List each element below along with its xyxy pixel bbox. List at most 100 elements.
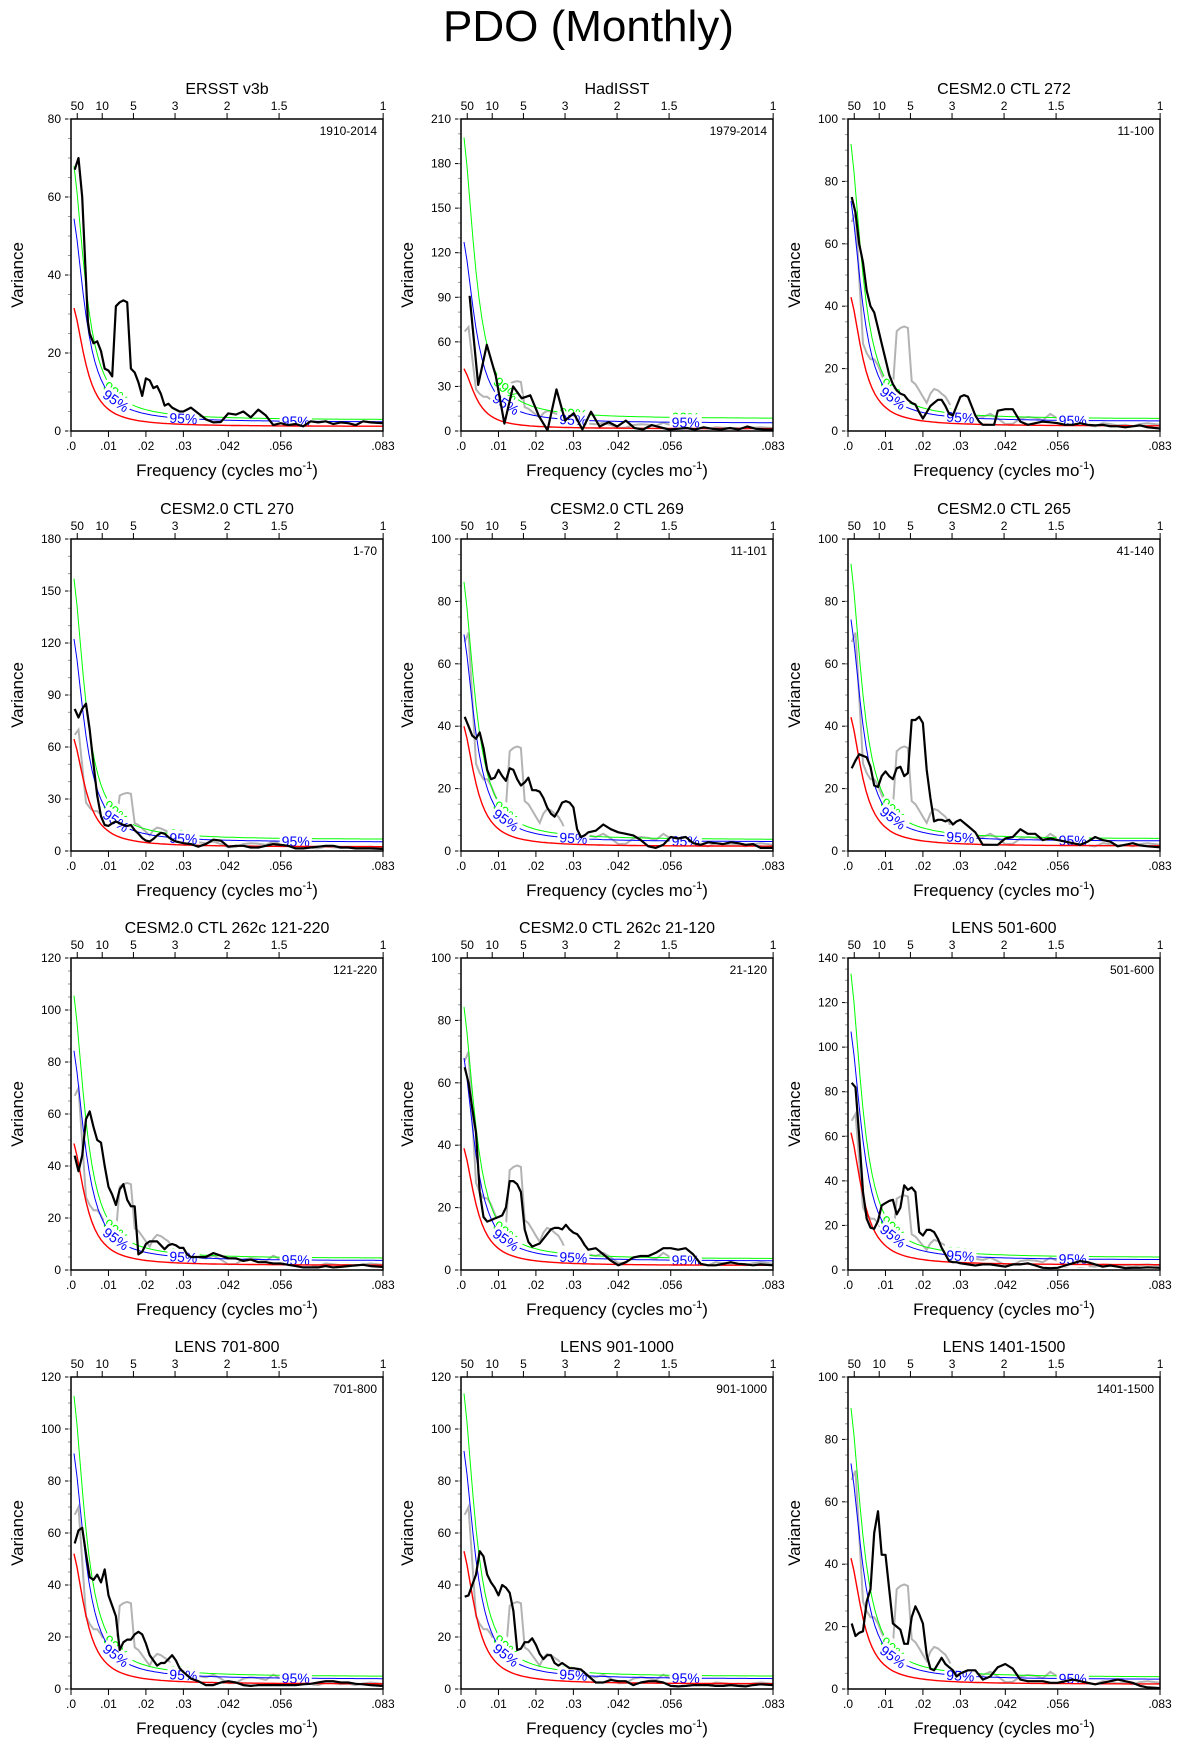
y-tick-label: 20 <box>825 1218 839 1232</box>
x-axis-label: Frequency (cycles mo-1) <box>913 460 1095 480</box>
y-tick-label: 0 <box>54 424 61 438</box>
top-tick-label: 3 <box>172 938 179 952</box>
y-tick-label: 100 <box>818 1370 838 1384</box>
x-tick-label: .01 <box>877 439 894 453</box>
plot-area: 99%99%99%95%95%95% <box>73 1395 383 1687</box>
y-tick-label: 120 <box>41 951 61 965</box>
plot-frame <box>70 957 384 1271</box>
spectrum-line <box>463 1066 773 1267</box>
red-noise-line <box>73 1553 383 1685</box>
x-axis: .0 .01 .02 .03 .042 .056 .083 <box>843 431 1172 453</box>
top-tick-label: 1.5 <box>271 1357 288 1371</box>
top-tick-label: 1 <box>1157 99 1164 113</box>
y-tick-label: 180 <box>431 157 451 171</box>
period-label: 901-1000 <box>716 1382 767 1396</box>
x-tick-label: .042 <box>607 439 631 453</box>
x-tick-label: .056 <box>659 859 683 873</box>
line-label-mask <box>166 1248 200 1266</box>
y-tick-label: 60 <box>48 1526 62 1540</box>
x-tick-label: .02 <box>528 1278 545 1292</box>
x-tick-label: .03 <box>565 439 582 453</box>
panel-1: ERSST v3b1910-201499%99%99%95%95%95%0204… <box>8 81 395 480</box>
top-tick-label: 50 <box>848 519 862 533</box>
red-noise-line <box>850 717 1160 847</box>
x-tick-label: .056 <box>1046 1278 1070 1292</box>
y-tick-label: 20 <box>48 1630 62 1644</box>
x-tick-label: .03 <box>952 1697 969 1711</box>
spectrum-line <box>850 1510 1160 1689</box>
y-tick-label: 150 <box>41 584 61 598</box>
y-axis: 0 20 40 60 80 100 120 140 <box>818 951 848 1277</box>
x-tick-label: .056 <box>269 859 293 873</box>
y-axis-label: Variance <box>8 662 27 728</box>
line-label-mask <box>669 414 702 431</box>
y-tick-label: 100 <box>818 532 838 546</box>
top-period-axis: 50 10 5 3 2 1.5 1 <box>848 99 1164 119</box>
y-axis: 0 20 40 60 80 100 <box>818 1370 848 1696</box>
plot-frame <box>70 118 384 432</box>
y-axis-label: Variance <box>398 242 417 308</box>
y-tick-label: 140 <box>818 951 838 965</box>
top-tick-label: 1.5 <box>271 938 288 952</box>
line-label-mask <box>98 1639 134 1672</box>
x-tick-label: .042 <box>217 1697 241 1711</box>
top-tick-label: 3 <box>949 1357 956 1371</box>
x-tick-label: .03 <box>952 439 969 453</box>
conf95-line-label: 95% <box>282 1670 310 1686</box>
y-tick-label: 40 <box>48 268 62 282</box>
x-tick-label: .02 <box>138 1697 155 1711</box>
x-tick-label: .0 <box>66 1278 76 1292</box>
period-label: 11-101 <box>731 544 768 558</box>
y-tick-label: 40 <box>825 299 839 313</box>
x-tick-label: .042 <box>217 439 241 453</box>
y-tick-label: 20 <box>438 782 452 796</box>
period-label: 1979-2014 <box>710 124 768 138</box>
x-tick-label: .056 <box>269 1278 293 1292</box>
period-label: 701-800 <box>333 1382 377 1396</box>
line-label-mask <box>98 1222 134 1255</box>
x-tick-label: .01 <box>490 1278 507 1292</box>
x-tick-label: .01 <box>877 1278 894 1292</box>
y-tick-label: 0 <box>54 1263 61 1277</box>
x-tick-label: .03 <box>175 1278 192 1292</box>
x-axis-label: Frequency (cycles mo-1) <box>526 1718 708 1738</box>
plot-area: 99%99%99%95%95%95% <box>73 995 383 1269</box>
plot-area: 99%99%99%95%95%95% <box>463 581 773 850</box>
line-label-mask <box>488 388 524 420</box>
line-label-mask <box>166 409 200 428</box>
top-tick-label: 1 <box>380 1357 387 1371</box>
x-tick-label: .01 <box>100 1278 117 1292</box>
x-tick-label: .083 <box>371 439 395 453</box>
x-tick-label: .0 <box>66 439 76 453</box>
top-period-axis: 50 10 5 3 2 1.5 1 <box>71 519 387 539</box>
x-tick-label: .02 <box>915 1697 932 1711</box>
top-tick-label: 10 <box>486 938 500 952</box>
x-axis-label: Frequency (cycles mo-1) <box>136 1718 318 1738</box>
top-period-axis: 50 10 5 3 2 1.5 1 <box>71 1357 387 1377</box>
top-tick-label: 50 <box>461 519 475 533</box>
x-tick-label: .02 <box>915 859 932 873</box>
top-tick-label: 1 <box>1157 938 1164 952</box>
conf99-line <box>850 1407 1160 1678</box>
panel-4: CESM2.0 CTL 2701-7099%99%99%95%95%95%030… <box>8 501 395 900</box>
panel-5: CESM2.0 CTL 26911-10199%99%99%95%95%95%0… <box>398 501 785 900</box>
x-tick-label: .056 <box>659 1697 683 1711</box>
x-tick-label: .042 <box>217 1278 241 1292</box>
x-tick-label: .083 <box>761 859 785 873</box>
x-tick-label: .01 <box>100 859 117 873</box>
y-axis: 0 20 40 60 80 <box>48 112 71 438</box>
y-tick-label: 60 <box>48 740 62 754</box>
conf95-line-label: 95% <box>282 413 310 429</box>
plot-area: 99%99%99%95%95%95% <box>73 578 383 850</box>
top-tick-label: 50 <box>71 519 85 533</box>
conf99-line <box>463 1393 773 1677</box>
x-tick-label: .03 <box>565 1697 582 1711</box>
x-tick-label: .03 <box>175 859 192 873</box>
y-tick-label: 0 <box>831 844 838 858</box>
y-tick-label: 210 <box>431 112 451 126</box>
panel-title: LENS 501-600 <box>952 920 1057 937</box>
x-tick-label: .03 <box>175 1697 192 1711</box>
x-axis-label: Frequency (cycles mo-1) <box>913 880 1095 900</box>
top-tick-label: 1.5 <box>661 519 678 533</box>
